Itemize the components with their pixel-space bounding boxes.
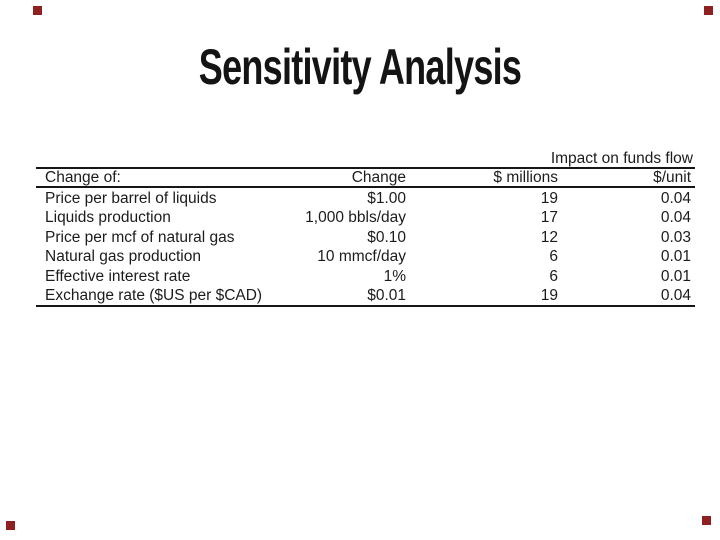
cell-change: 1% [383, 267, 406, 285]
cell-change-of: Exchange rate ($US per $CAD) [45, 286, 263, 304]
corner-mark [702, 516, 711, 525]
cell-unit: 0.03 [660, 228, 691, 246]
cell-change: 10 mmcf/day [317, 248, 406, 266]
col-header-change-of: Change of: [45, 169, 121, 186]
table-row: Effective interest rate 1% 6 0.01 [36, 267, 695, 286]
slide-title: Sensitivity Analysis [198, 39, 522, 95]
cell-millions: 6 [549, 248, 558, 266]
cell-change: 1,000 bbls/day [305, 209, 406, 227]
cell-unit: 0.04 [660, 286, 691, 304]
table-row: Natural gas production 10 mmcf/day 6 0.0… [36, 247, 695, 266]
col-header-change: Change [351, 169, 406, 186]
cell-change: $1.00 [367, 190, 406, 207]
corner-mark [6, 521, 15, 530]
cell-millions: 17 [540, 209, 558, 227]
cell-unit: 0.04 [660, 209, 691, 227]
cell-change-of: Price per mcf of natural gas [45, 228, 235, 246]
cell-millions: 6 [549, 267, 558, 285]
cell-millions: 12 [540, 228, 558, 246]
table-row: Liquids production 1,000 bbls/day 17 0.0… [36, 208, 695, 227]
cell-unit: 0.04 [660, 190, 691, 207]
cell-millions: 19 [540, 190, 558, 207]
cell-unit: 0.01 [660, 267, 691, 285]
cell-millions: 19 [540, 286, 558, 304]
table-banner: Impact on funds flow [550, 150, 693, 167]
table-row: Price per mcf of natural gas $0.10 12 0.… [36, 228, 695, 247]
cell-change: $0.10 [367, 228, 406, 246]
cell-change-of: Price per barrel of liquids [45, 190, 217, 207]
cell-change-of: Effective interest rate [45, 267, 191, 285]
col-header-millions: $ millions [493, 169, 558, 186]
table-row: Exchange rate ($US per $CAD) $0.01 19 0.… [36, 286, 695, 305]
cell-change-of: Liquids production [45, 209, 171, 227]
table-header-row: Change of: Change $ millions $/unit [36, 167, 695, 188]
table-row: Price per barrel of liquids $1.00 19 0.0… [36, 189, 695, 208]
cell-change: $0.01 [367, 286, 406, 304]
cell-change-of: Natural gas production [45, 248, 201, 266]
corner-mark [33, 6, 42, 15]
sensitivity-table: Impact on funds flow Change of: Change $… [36, 150, 695, 308]
col-header-unit: $/unit [653, 169, 691, 186]
corner-mark [704, 6, 713, 15]
cell-unit: 0.01 [660, 248, 691, 266]
table-body: Price per barrel of liquids $1.00 19 0.0… [36, 188, 695, 308]
